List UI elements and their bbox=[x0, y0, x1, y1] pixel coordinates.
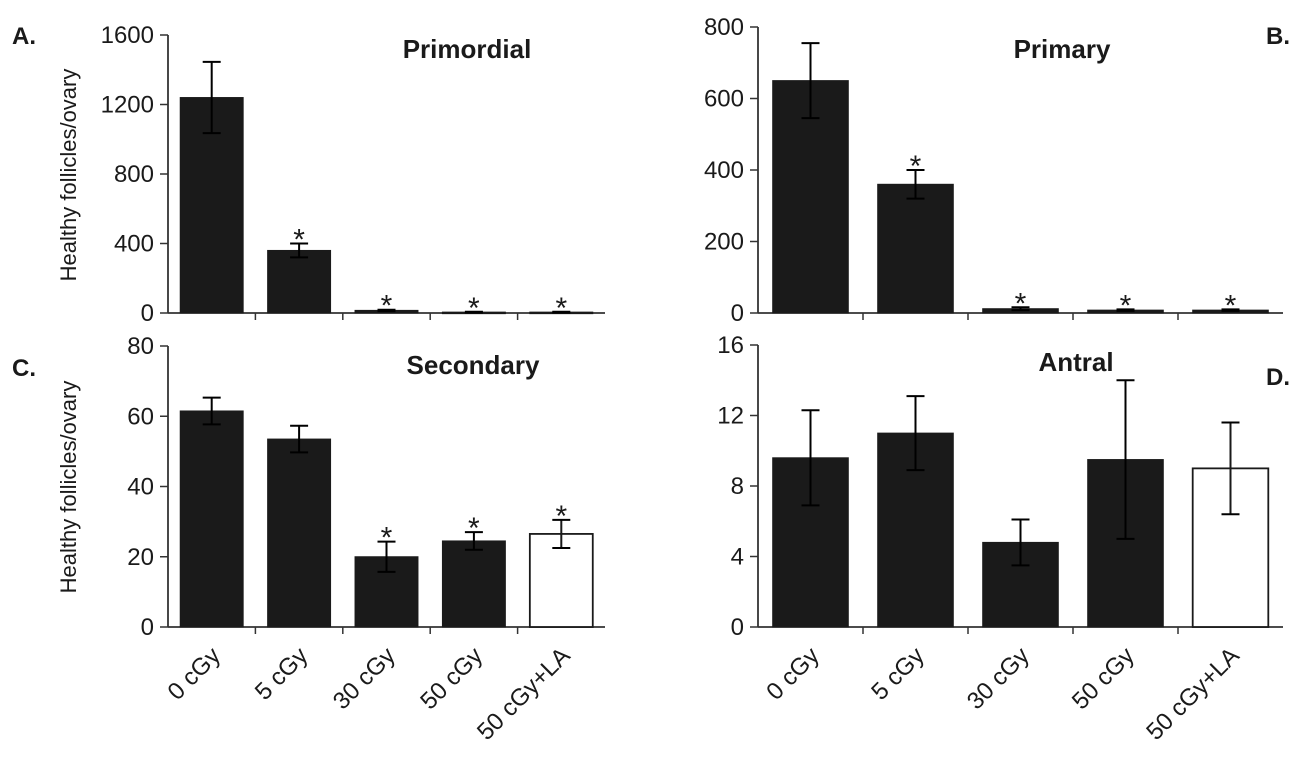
y-tick-label: 0 bbox=[141, 300, 154, 327]
significance-star: * bbox=[1120, 289, 1132, 322]
bar bbox=[441, 540, 506, 628]
x-category-label: 50 cGy+LA bbox=[1141, 642, 1245, 746]
x-category-label: 50 cGy bbox=[415, 642, 488, 715]
y-tick-label: 1200 bbox=[101, 92, 154, 119]
panel-title: Primary bbox=[1014, 34, 1111, 64]
x-category-label: 50 cGy bbox=[1067, 642, 1140, 715]
panel-c: C. Secondary 0 20 40 60 80 0 cGy 5 cGy * 30 cGy * 50… bbox=[12, 333, 605, 746]
y-tick-label: 0 bbox=[731, 614, 744, 641]
panel-title: Secondary bbox=[407, 350, 540, 380]
panel-b: B. Primary 0 200 400 600 800 * * * * bbox=[704, 14, 1290, 327]
x-category-label: 30 cGy bbox=[962, 642, 1035, 715]
y-tick-label: 1600 bbox=[101, 22, 154, 49]
panel-label: B. bbox=[1266, 23, 1290, 50]
significance-star: * bbox=[293, 224, 305, 257]
bar bbox=[877, 183, 954, 314]
y-tick-label: 200 bbox=[704, 229, 744, 256]
y-tick-label: 0 bbox=[141, 614, 154, 641]
y-axis-label-top: Healthy follicles/ovary bbox=[56, 69, 81, 282]
x-category-label: 30 cGy bbox=[328, 642, 401, 715]
y-tick-label: 60 bbox=[127, 403, 154, 430]
x-category-label: 0 cGy bbox=[761, 642, 824, 705]
y-tick-label: 40 bbox=[127, 474, 154, 501]
significance-star: * bbox=[468, 512, 480, 545]
panel-a: A. Primordial 0 400 800 1200 1600 * * * * bbox=[12, 22, 605, 327]
significance-star: * bbox=[381, 522, 393, 555]
y-tick-label: 20 bbox=[127, 544, 154, 571]
y-tick-label: 0 bbox=[731, 300, 744, 327]
significance-star: * bbox=[381, 290, 393, 323]
panel-label: D. bbox=[1266, 364, 1290, 391]
panel-title: Antral bbox=[1038, 347, 1113, 377]
significance-star: * bbox=[1015, 287, 1027, 320]
significance-star: * bbox=[468, 292, 480, 325]
y-tick-label: 12 bbox=[717, 403, 744, 430]
panel-label: C. bbox=[12, 355, 36, 382]
significance-star: * bbox=[555, 292, 567, 325]
y-tick-label: 8 bbox=[731, 473, 744, 500]
y-tick-label: 4 bbox=[731, 544, 744, 571]
y-tick-label: 80 bbox=[127, 333, 154, 360]
bar bbox=[772, 80, 849, 314]
x-category-label: 50 cGy+LA bbox=[472, 642, 576, 746]
y-tick-label: 600 bbox=[704, 86, 744, 113]
bar bbox=[179, 410, 244, 628]
y-axis-label-bottom: Healthy follicles/ovary bbox=[56, 381, 81, 594]
significance-star: * bbox=[1225, 289, 1237, 322]
y-tick-label: 800 bbox=[114, 161, 154, 188]
x-category-label: 5 cGy bbox=[866, 642, 929, 705]
bar bbox=[267, 249, 332, 314]
panel-d: D. Antral 0 4 8 12 16 0 cGy 5 cGy 30 cGy 50 cGy 50 … bbox=[717, 332, 1290, 746]
y-tick-label: 400 bbox=[704, 157, 744, 184]
y-tick-label: 800 bbox=[704, 14, 744, 41]
panel-label: A. bbox=[12, 23, 36, 50]
bar bbox=[267, 438, 332, 628]
x-category-label: 5 cGy bbox=[250, 642, 313, 705]
panel-title: Primordial bbox=[403, 34, 532, 64]
x-category-label: 0 cGy bbox=[163, 642, 226, 705]
significance-star: * bbox=[555, 500, 567, 533]
significance-star: * bbox=[910, 150, 922, 183]
bar bbox=[528, 533, 594, 628]
y-tick-label: 16 bbox=[717, 332, 744, 359]
y-tick-label: 400 bbox=[114, 231, 154, 258]
